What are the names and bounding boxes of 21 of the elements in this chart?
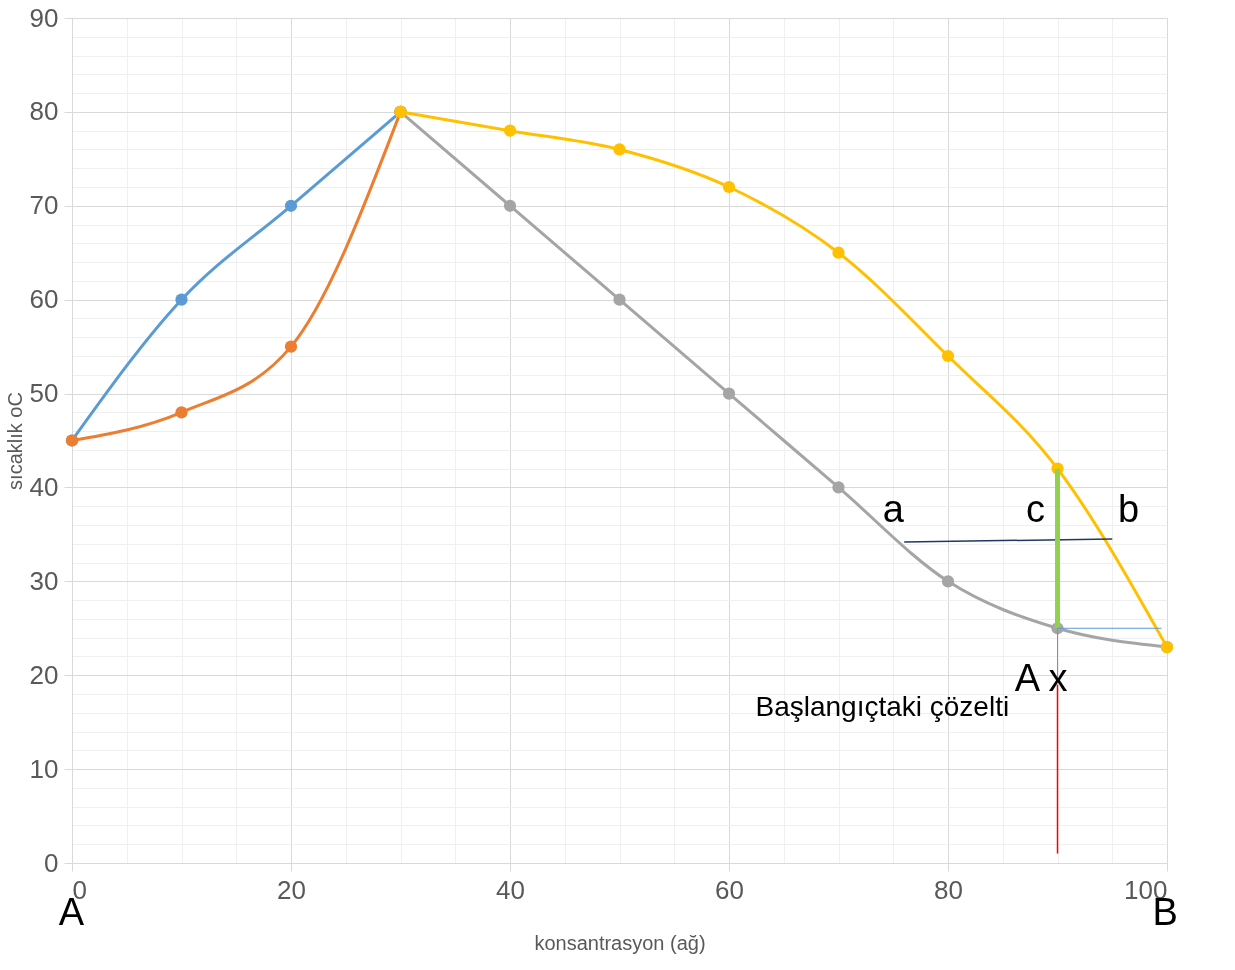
annotation: a bbox=[882, 487, 905, 530]
x-tick-label: 60 bbox=[715, 874, 744, 905]
y-tick-label: 30 bbox=[29, 565, 59, 596]
x-tick-label: 20 bbox=[277, 874, 306, 905]
x-tick-label: 80 bbox=[934, 874, 963, 905]
y-tick-label: 40 bbox=[29, 471, 59, 502]
y-tick-label: 50 bbox=[29, 378, 59, 409]
x-tick-label: 40 bbox=[496, 874, 525, 905]
annotation: b bbox=[1118, 487, 1140, 530]
annotation: c bbox=[1026, 487, 1046, 530]
y-tick-label: 0 bbox=[44, 847, 59, 878]
y-axis-title: sıcaklık oC bbox=[3, 392, 26, 490]
y-tick-label: 10 bbox=[29, 753, 59, 784]
x-axis-title: konsantrasyon (ağ) bbox=[534, 931, 706, 954]
y-tick-label: 20 bbox=[29, 659, 59, 690]
annotation: Başlangıçtaki çözelti bbox=[755, 691, 1010, 723]
y-tick-label: 80 bbox=[29, 96, 59, 127]
y-tick-label: 70 bbox=[29, 190, 59, 221]
y-tick-label: 60 bbox=[29, 284, 59, 315]
annotation: A x bbox=[1014, 656, 1068, 699]
y-tick-label: 90 bbox=[29, 2, 59, 33]
